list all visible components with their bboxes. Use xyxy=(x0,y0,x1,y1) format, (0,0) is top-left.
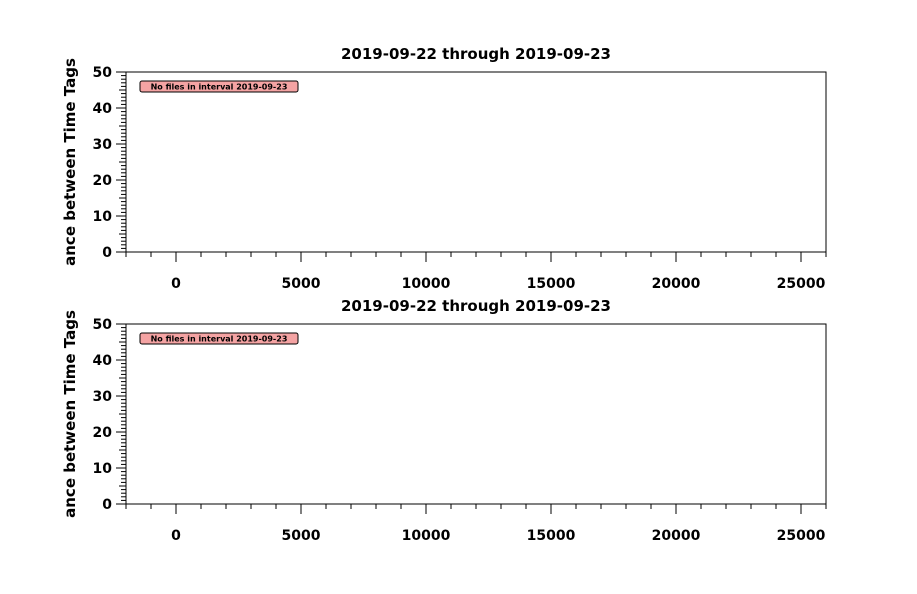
y-tick-label: 30 xyxy=(93,137,113,153)
x-tick-label: 20000 xyxy=(652,528,701,544)
x-tick-label: 5000 xyxy=(282,276,321,292)
chart-title: 2019-09-22 through 2019-09-23 xyxy=(341,45,611,63)
y-tick-label: 10 xyxy=(93,461,113,477)
chart-title: 2019-09-22 through 2019-09-23 xyxy=(341,297,611,315)
no-files-badge: No files in interval 2019-09-23 xyxy=(139,80,299,93)
y-tick-label: 20 xyxy=(93,425,113,441)
badge-text: No files in interval 2019-09-23 xyxy=(151,335,288,344)
y-tick-label: 30 xyxy=(93,389,113,405)
y-axis-label: ance between Time Tags xyxy=(61,310,79,518)
y-tick-label: 40 xyxy=(93,353,113,369)
y-tick-label: 0 xyxy=(102,245,112,261)
x-tick-label: 0 xyxy=(171,528,181,544)
y-axis-label: ance between Time Tags xyxy=(61,58,79,266)
y-tick-label: 50 xyxy=(93,317,113,333)
x-tick-label: 25000 xyxy=(777,528,826,544)
y-tick-label: 40 xyxy=(93,101,113,117)
badge-background xyxy=(139,332,299,345)
badge-background xyxy=(139,80,299,93)
no-files-badge: No files in interval 2019-09-23 xyxy=(139,332,299,345)
plot-frame xyxy=(125,71,827,253)
y-tick-label: 10 xyxy=(93,209,113,225)
chart-panel-1: 2019-09-22 through 2019-09-23 ance betwee… xyxy=(61,45,827,292)
chart-panel-2: 2019-09-22 through 2019-09-23 ance betwee… xyxy=(61,297,827,544)
x-tick-label: 15000 xyxy=(527,276,576,292)
x-tick-label: 15000 xyxy=(527,528,576,544)
x-tick-label: 25000 xyxy=(777,276,826,292)
y-tick-label: 20 xyxy=(93,173,113,189)
y-tick-label: 50 xyxy=(93,65,113,81)
x-tick-label: 5000 xyxy=(282,528,321,544)
x-tick-label: 10000 xyxy=(402,276,451,292)
plot-frame xyxy=(125,323,827,505)
x-tick-label: 0 xyxy=(171,276,181,292)
x-tick-label: 10000 xyxy=(402,528,451,544)
y-tick-label: 0 xyxy=(102,497,112,513)
badge-text: No files in interval 2019-09-23 xyxy=(151,83,288,92)
x-tick-label: 20000 xyxy=(652,276,701,292)
